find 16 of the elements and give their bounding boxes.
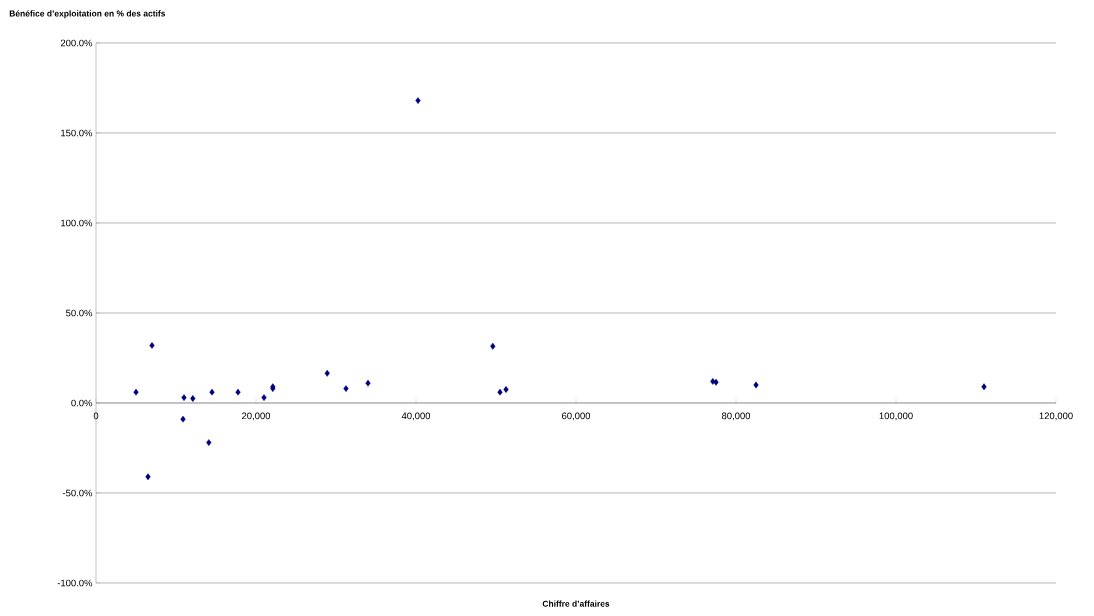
x-tick-label: 80,000 bbox=[721, 412, 751, 421]
y-tick-label: 50.0% bbox=[66, 309, 93, 317]
y-tick-label: 0.0% bbox=[71, 399, 93, 407]
x-tick-label: 0 bbox=[93, 412, 99, 420]
x-axis-title: Chiffre d’affaires bbox=[542, 600, 610, 607]
y-tick-label: 200.0% bbox=[60, 39, 93, 47]
x-tick-label: 60,000 bbox=[562, 412, 591, 421]
x-tick-label: 100,000 bbox=[879, 412, 913, 421]
y-tick-label: 150.0% bbox=[61, 129, 93, 137]
y-tick-label: -50.0% bbox=[62, 489, 93, 497]
x-tick-label: 20,000 bbox=[242, 412, 271, 421]
x-tick-label: 120,000 bbox=[1039, 412, 1073, 421]
y-tick-label: -100.0% bbox=[57, 579, 93, 587]
y-tick-label: 100.0% bbox=[61, 219, 93, 227]
x-tick-label: 40,000 bbox=[401, 412, 431, 421]
y-axis-title: Bénéfice d’exploitation en % des actifs bbox=[9, 10, 166, 19]
